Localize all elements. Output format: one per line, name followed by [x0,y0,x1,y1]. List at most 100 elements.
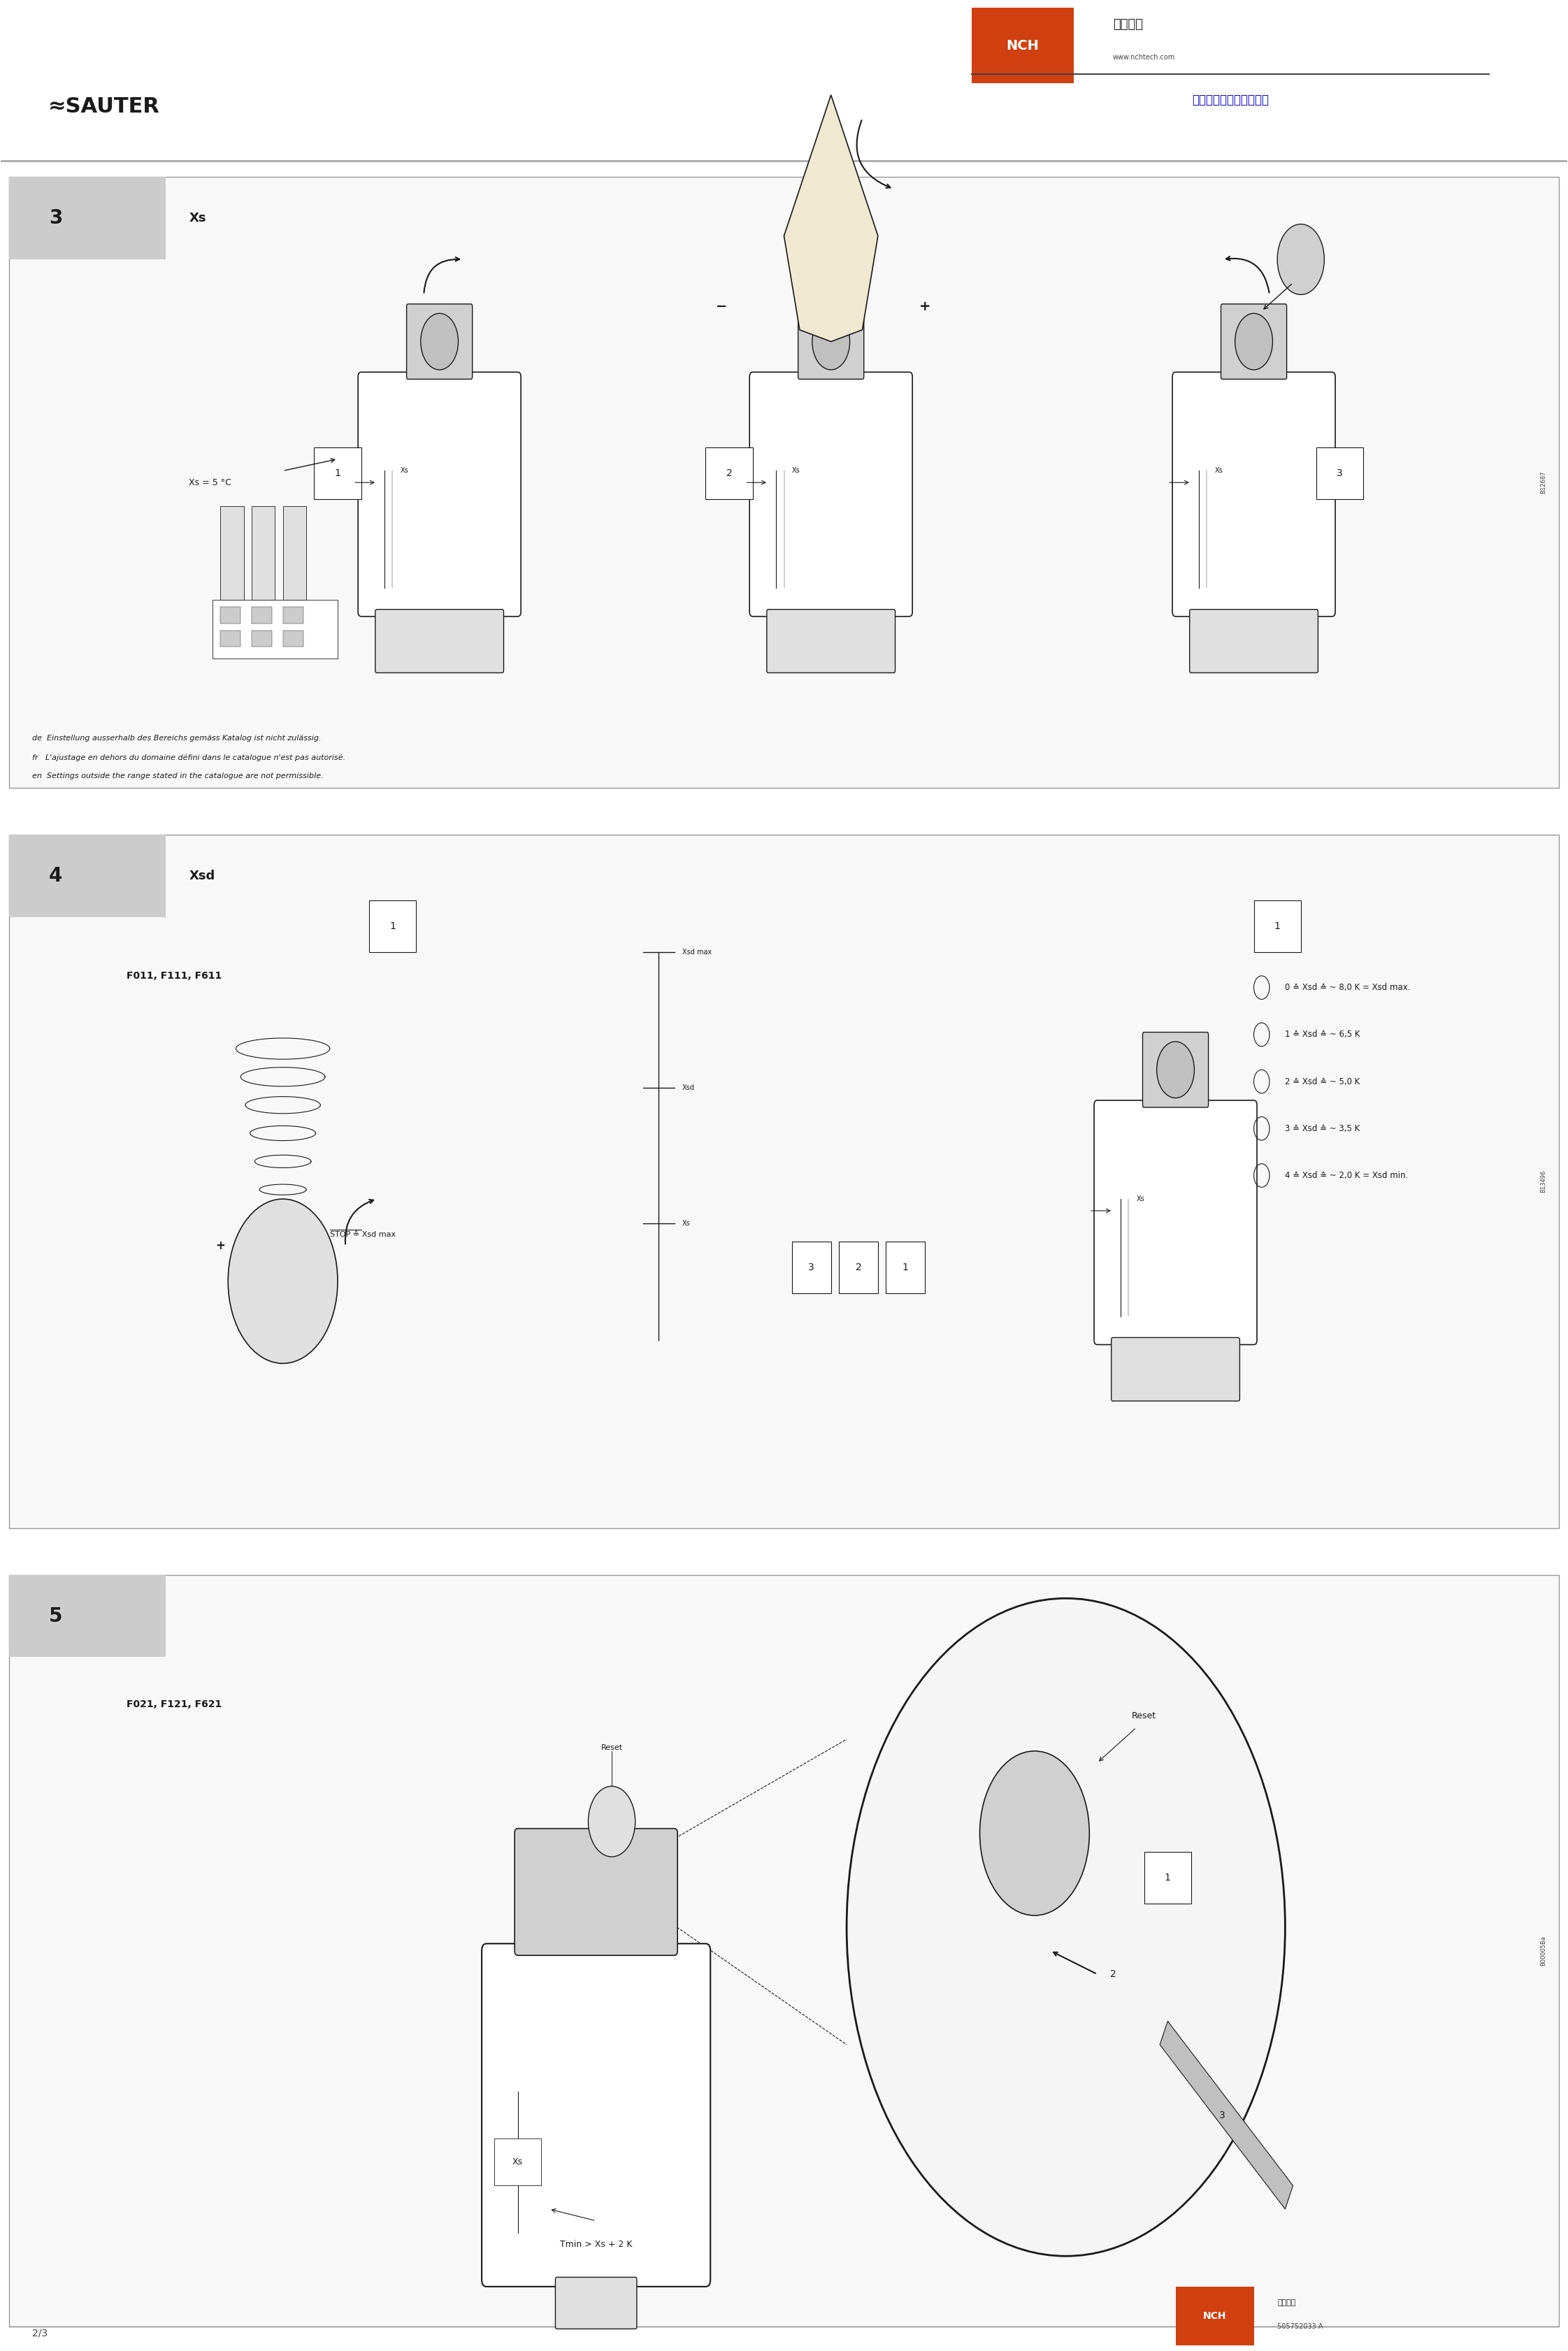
Text: 1: 1 [1165,1874,1171,1883]
Text: Xs: Xs [513,2158,524,2168]
Circle shape [227,1199,337,1364]
Bar [494,2139,541,2186]
Text: Tmin > Xs + 2 K: Tmin > Xs + 2 K [560,2241,632,2250]
Text: −: − [715,299,728,313]
FancyBboxPatch shape [1190,609,1319,672]
Bar [9,176,1559,788]
Text: Reset: Reset [1132,1712,1157,1721]
Bar [212,600,337,658]
FancyBboxPatch shape [1176,2288,1254,2346]
Bar [251,630,271,647]
Text: 1: 1 [1275,922,1281,931]
Bar [9,835,1559,1528]
Bar [282,630,303,647]
Text: 3: 3 [49,209,63,228]
Bar [251,607,271,623]
Text: B13496: B13496 [1540,1171,1546,1192]
Circle shape [847,1599,1286,2257]
FancyBboxPatch shape [358,371,521,616]
Bar [1317,447,1364,498]
Bar [314,447,361,498]
Text: 4: 4 [49,865,63,886]
FancyBboxPatch shape [1112,1338,1240,1401]
Text: ≈SAUTER: ≈SAUTER [49,96,160,118]
Polygon shape [784,94,878,341]
FancyBboxPatch shape [481,1944,710,2288]
Text: de  Einstellung ausserhalb des Bereichs gemäss Katalog ist nicht zulässig.: de Einstellung ausserhalb des Bereichs g… [33,736,321,743]
Text: Xsd max: Xsd max [682,950,712,957]
Text: 2: 2 [855,1262,861,1272]
Text: 5: 5 [49,1606,63,1627]
Text: 3: 3 [809,1262,814,1272]
Text: Xs = 5 °C: Xs = 5 °C [188,477,232,487]
Text: NCH: NCH [1203,2311,1226,2320]
FancyBboxPatch shape [514,1829,677,1956]
Text: 4 ≙ Xsd ≙ ~ 2,0 K = Xsd min.: 4 ≙ Xsd ≙ ~ 2,0 K = Xsd min. [1286,1171,1408,1180]
Text: NCH: NCH [1007,40,1040,52]
Text: 广州南创: 广州南创 [1278,2299,1295,2306]
Bar [1145,1853,1192,1904]
Text: F021, F121, F621: F021, F121, F621 [127,1700,221,1709]
Text: 505752033 A: 505752033 A [1278,2323,1323,2330]
Bar [282,505,306,600]
FancyBboxPatch shape [972,7,1074,82]
FancyBboxPatch shape [798,303,864,379]
Text: www.nchtech.com: www.nchtech.com [1113,54,1176,61]
Text: 广州南创: 广州南创 [1113,19,1143,31]
Text: fr   L'ajustage en dehors du domaine défini dans le catalogue n'est pas autorisé: fr L'ajustage en dehors du domaine défin… [33,755,345,762]
Bar [220,505,243,600]
FancyBboxPatch shape [1094,1100,1258,1345]
Circle shape [420,313,458,369]
Circle shape [1236,313,1273,369]
Text: 进口传感器中国总代理商: 进口传感器中国总代理商 [1192,94,1269,106]
Bar [220,607,240,623]
FancyBboxPatch shape [750,371,913,616]
Text: Xs: Xs [1137,1197,1145,1201]
Bar [220,630,240,647]
Text: B00005Ba: B00005Ba [1540,1935,1546,1965]
Bar [1254,900,1301,952]
Polygon shape [1160,2022,1294,2210]
Text: +: + [215,1239,226,1253]
Text: F011, F111, F611: F011, F111, F611 [127,971,221,980]
FancyBboxPatch shape [1221,303,1287,379]
Text: 0 ≙ Xsd ≙ ~ 8,0 K = Xsd max.: 0 ≙ Xsd ≙ ~ 8,0 K = Xsd max. [1286,983,1411,992]
Text: 3: 3 [1220,2111,1226,2121]
Bar [706,447,753,498]
Bar [251,505,274,600]
Text: 3: 3 [1338,468,1344,477]
FancyBboxPatch shape [375,609,503,672]
Text: B12687: B12687 [1540,470,1546,494]
Bar [886,1241,925,1293]
FancyBboxPatch shape [1173,371,1336,616]
Bar [282,607,303,623]
Circle shape [812,313,850,369]
Text: 1: 1 [389,922,395,931]
FancyBboxPatch shape [555,2278,637,2330]
Text: 2: 2 [726,468,732,477]
Text: +: + [919,299,931,313]
Text: 1: 1 [902,1262,908,1272]
Text: en  Settings outside the range stated in the catalogue are not permissible.: en Settings outside the range stated in … [33,773,323,781]
FancyBboxPatch shape [406,303,472,379]
Bar [839,1241,878,1293]
Text: Xsd: Xsd [682,1084,695,1091]
FancyBboxPatch shape [1143,1032,1209,1107]
Bar [9,835,165,917]
FancyBboxPatch shape [767,609,895,672]
Circle shape [1157,1041,1195,1098]
Text: Xs: Xs [400,468,409,475]
Text: 2: 2 [1110,1970,1116,1980]
Text: STOP ≙ Xsd max: STOP ≙ Xsd max [329,1230,395,1237]
Bar [368,900,416,952]
Bar [9,1575,1559,2327]
Text: Xs: Xs [1215,468,1223,475]
Text: 2 ≙ Xsd ≙ ~ 5,0 K: 2 ≙ Xsd ≙ ~ 5,0 K [1286,1077,1359,1086]
Text: 2/3: 2/3 [33,2327,47,2339]
Bar [9,1575,165,1657]
Text: 1 ≙ Xsd ≙ ~ 6,5 K: 1 ≙ Xsd ≙ ~ 6,5 K [1286,1030,1361,1039]
Bar [792,1241,831,1293]
Circle shape [980,1751,1090,1916]
Text: Xs: Xs [682,1220,690,1227]
Text: Xs: Xs [188,212,205,226]
